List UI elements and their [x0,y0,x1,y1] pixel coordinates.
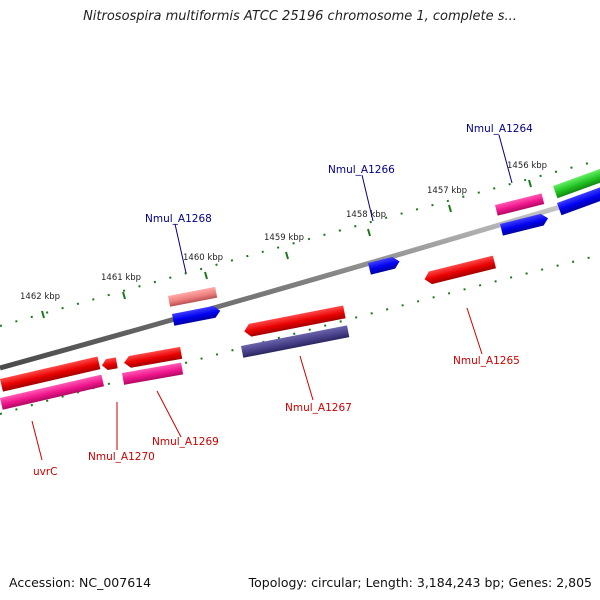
map-title: Nitrosospira multiformis ATCC 25196 chro… [83,9,517,24]
tick-label: 1459 kbp [264,233,304,243]
gene-label-uvrc[interactable]: uvrC [33,466,58,478]
feature-uvrc[interactable] [0,356,101,392]
genome-summary: Topology: circular; Length: 3,184,243 bp… [248,575,592,590]
tick-label: 1462 kbp [20,292,60,302]
feature-pseudo-1269b[interactable] [122,362,184,385]
feature-nmul-a1270[interactable] [101,357,118,370]
gene-label-nmul-a1269[interactable]: Nmul_A1269 [152,436,219,448]
tick-label: 1461 kbp [101,273,141,283]
gene-label-nmul-a1270[interactable]: Nmul_A1270 [88,451,155,463]
feature-nmul-a1264[interactable] [495,193,545,216]
feature-other-1267b[interactable] [241,325,350,358]
feature-rna-1264[interactable] [553,167,600,199]
tick-mark [367,228,371,237]
inner-tick-ring [0,254,600,415]
tick-label: 1458 kbp [346,210,386,220]
feature-nmul-a1269[interactable] [123,346,183,369]
gene-labels: Nmul_A1264 Nmul_A1266 Nmul_A1268 Nmul_A1… [33,123,533,478]
tick-mark [528,179,532,188]
tick-mark [122,291,126,300]
outer-tick-ring [0,159,600,327]
feature-layer [0,167,600,410]
gene-label-nmul-a1267[interactable]: Nmul_A1267 [285,402,352,414]
feature-forward-1264c[interactable] [500,212,549,236]
tick-label: 1460 kbp [183,253,223,263]
tick-mark [285,251,289,260]
gene-label-nmul-a1264[interactable]: Nmul_A1264 [466,123,533,135]
gene-label-nmul-a1266[interactable]: Nmul_A1266 [328,164,395,176]
feature-nmul-a1265[interactable] [423,255,497,286]
tick-label: 1457 kbp [427,186,467,196]
leader-lines [31,134,513,461]
feature-pseudo-uvrc-b[interactable] [0,374,105,410]
tick-labels: 1462 kbp 1461 kbp 1460 kbp 1459 kbp 1458 kbp… [20,161,547,319]
feature-nmul-a1267[interactable] [243,305,346,338]
feature-forward-1264b[interactable] [557,186,600,216]
accession-label: Accession: NC_007614 [9,575,152,590]
feature-nmul-a1266[interactable] [368,256,401,275]
gene-label-nmul-a1265[interactable]: Nmul_A1265 [453,355,520,367]
tick-mark [448,204,452,213]
gene-label-nmul-a1268[interactable]: Nmul_A1268 [145,213,212,225]
feature-nmul-a1268[interactable] [168,286,218,307]
tick-mark [204,271,208,280]
tick-mark [41,310,45,319]
feature-forward-1268b[interactable] [172,305,221,326]
tick-label: 1456 kbp [507,161,547,171]
